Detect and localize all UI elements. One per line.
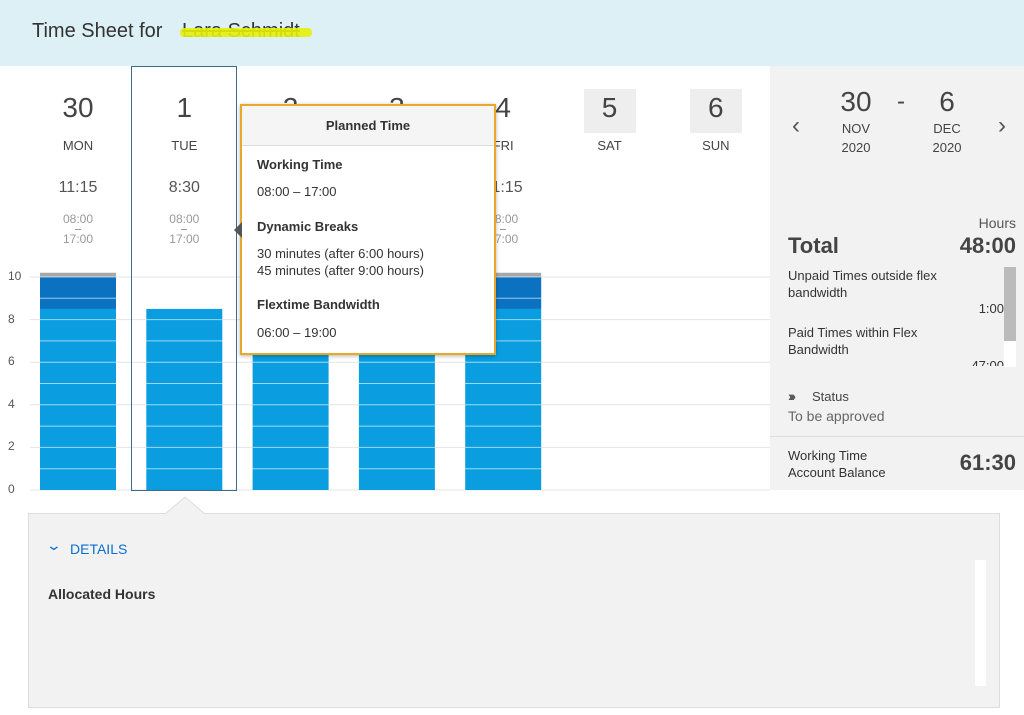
- day-number: 1: [176, 92, 193, 123]
- header-bar: [0, 0, 1024, 66]
- scrollbar[interactable]: [1004, 267, 1016, 341]
- day-start: 08:00: [169, 212, 200, 226]
- bar-segment: [465, 272, 542, 277]
- paid-clip: 47:00: [940, 358, 1004, 366]
- balance-label: Working Time Account Balance: [788, 448, 886, 480]
- popover-title: Planned Time: [325, 118, 411, 133]
- y-tick-label: 2: [8, 439, 15, 454]
- breaks-label: Dynamic Breaks: [257, 219, 359, 234]
- divider: [770, 436, 1024, 437]
- flex-value: 06:00 – 19:00: [257, 325, 337, 340]
- summary-panel: [770, 66, 1024, 490]
- day-end: 17:00: [169, 232, 200, 246]
- pointer: [165, 496, 205, 515]
- total-label: Total: [788, 233, 839, 258]
- total-value: 48:00: [959, 233, 1016, 258]
- dash: [500, 229, 507, 230]
- y-tick-label: 4: [8, 396, 15, 411]
- break-item: 30 minutes (after 6:00 hours): [257, 246, 424, 261]
- bar-segment: [40, 308, 116, 490]
- y-tick-label: 8: [8, 311, 15, 326]
- day-number: 5: [601, 92, 618, 123]
- range-start-month: NOV: [841, 121, 871, 136]
- weekend-box: [689, 89, 742, 133]
- status-icon: ›››: [788, 388, 796, 404]
- details-scroll: [975, 560, 986, 686]
- working-label: Working Time: [257, 157, 343, 172]
- day-hours: 8:30: [168, 179, 200, 196]
- day-number: 4: [495, 92, 511, 123]
- range-end-day: 6: [939, 86, 955, 117]
- redaction: [180, 28, 312, 37]
- day-number: 30: [62, 92, 94, 123]
- weekday: FRI: [492, 138, 514, 153]
- range-end-year: 2020: [932, 140, 962, 155]
- status-value: To be approved: [788, 408, 885, 424]
- day-start: 08:00: [62, 212, 94, 226]
- weekend-box: [583, 89, 636, 133]
- details-toggle[interactable]: DETAILS: [70, 541, 128, 557]
- day-hours: 11:15: [58, 179, 98, 196]
- range-start-year: 2020: [841, 140, 871, 155]
- weekday: MON: [62, 138, 94, 153]
- range-start-day: 30: [840, 86, 872, 117]
- balance-value: 61:30: [959, 450, 1016, 475]
- unpaid-value: 1:00: [978, 301, 1004, 316]
- weekday: SUN: [702, 138, 730, 153]
- working-value: 08:00 – 17:00: [257, 184, 337, 199]
- weekday: SAT: [597, 138, 622, 153]
- status-label: Status: [812, 389, 849, 404]
- section-title: Allocated Hours: [48, 586, 156, 602]
- bar-segment: [146, 308, 223, 490]
- dash: [75, 229, 81, 230]
- range-end-month: DEC: [933, 121, 961, 136]
- break-item: 45 minutes (after 9:00 hours): [257, 263, 424, 278]
- toggle-icon[interactable]: ⌄: [45, 537, 63, 553]
- paid-label: Paid Times within Flex Bandwidth: [788, 325, 918, 357]
- range-separator: -: [897, 88, 905, 115]
- y-tick-label: 0: [8, 482, 15, 496]
- selected-day[interactable]: [131, 66, 237, 491]
- popover-arrow: [234, 222, 242, 238]
- paid-value: 47:00: [971, 358, 1004, 366]
- hours-label: Hours: [978, 215, 1016, 231]
- header-title: Time Sheet for: [32, 20, 163, 42]
- day-number: 6: [708, 92, 724, 123]
- flex-label: Flextime Bandwidth: [257, 297, 380, 312]
- day-end: 17:00: [62, 232, 94, 246]
- y-tick-label: 10: [8, 269, 22, 283]
- weekday: TUE: [171, 138, 198, 153]
- dash: [181, 229, 188, 230]
- popover-header: [242, 106, 494, 146]
- prev-button[interactable]: ‹: [792, 112, 800, 139]
- next-button[interactable]: ›: [998, 112, 1006, 139]
- unpaid-label: Unpaid Times outside flex bandwidth: [788, 268, 937, 300]
- y-tick-label: 6: [8, 354, 15, 369]
- details-panel: [28, 513, 1000, 708]
- bar-segment: [40, 277, 116, 309]
- bar-segment: [40, 272, 116, 277]
